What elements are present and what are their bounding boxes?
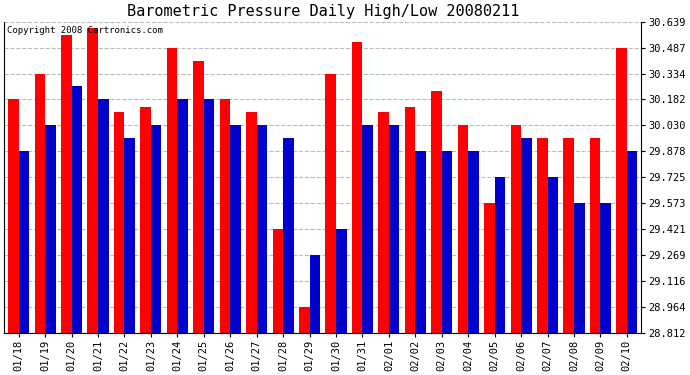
Bar xyxy=(219,99,230,333)
Bar xyxy=(457,125,469,333)
Bar xyxy=(574,203,584,333)
Bar xyxy=(8,99,19,333)
Bar xyxy=(310,255,320,333)
Bar xyxy=(600,203,611,333)
Bar xyxy=(352,42,362,333)
Bar xyxy=(389,125,400,333)
Bar xyxy=(495,177,505,333)
Bar xyxy=(548,177,558,333)
Bar xyxy=(378,112,389,333)
Bar xyxy=(230,125,241,333)
Bar xyxy=(415,151,426,333)
Bar xyxy=(124,138,135,333)
Bar xyxy=(273,229,283,333)
Bar xyxy=(299,307,310,333)
Bar xyxy=(362,125,373,333)
Bar xyxy=(34,74,45,333)
Bar xyxy=(405,108,415,333)
Bar xyxy=(45,125,56,333)
Bar xyxy=(564,138,574,333)
Bar xyxy=(61,34,72,333)
Bar xyxy=(590,138,600,333)
Bar xyxy=(19,151,29,333)
Bar xyxy=(442,151,453,333)
Bar xyxy=(484,203,495,333)
Bar xyxy=(469,151,479,333)
Bar xyxy=(537,138,548,333)
Bar xyxy=(283,138,294,333)
Bar xyxy=(151,125,161,333)
Bar xyxy=(193,61,204,333)
Text: Copyright 2008 Cartronics.com: Copyright 2008 Cartronics.com xyxy=(8,26,164,35)
Bar xyxy=(140,108,151,333)
Bar xyxy=(246,112,257,333)
Bar xyxy=(98,99,108,333)
Bar xyxy=(431,92,442,333)
Bar xyxy=(204,99,215,333)
Bar xyxy=(257,125,267,333)
Bar xyxy=(616,48,627,333)
Bar xyxy=(72,86,82,333)
Bar xyxy=(627,151,638,333)
Bar xyxy=(326,74,336,333)
Bar xyxy=(114,112,124,333)
Title: Barometric Pressure Daily High/Low 20080211: Barometric Pressure Daily High/Low 20080… xyxy=(126,4,519,19)
Bar xyxy=(88,28,98,333)
Bar xyxy=(167,48,177,333)
Bar xyxy=(177,99,188,333)
Bar xyxy=(511,125,521,333)
Bar xyxy=(521,138,532,333)
Bar xyxy=(336,229,346,333)
